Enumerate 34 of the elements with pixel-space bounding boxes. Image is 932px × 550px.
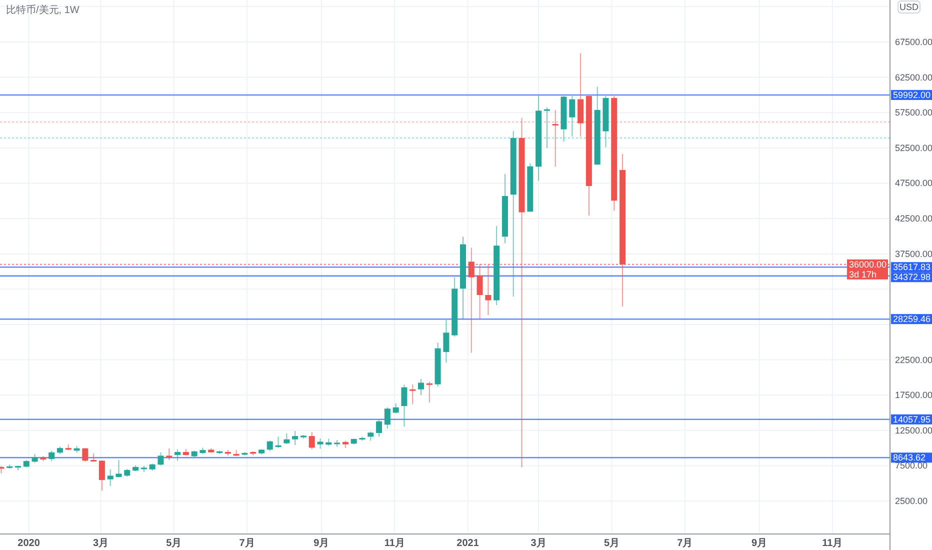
ref-line-label: 36000.00 <box>849 259 887 270</box>
x-tick-label: 11月 <box>384 538 405 549</box>
y-tick-label: 67500.00 <box>895 36 932 47</box>
y-tick-label: 7500.00 <box>895 460 928 471</box>
y-tick-label: 52500.00 <box>895 142 932 153</box>
x-tick-label: 3月 <box>530 538 546 549</box>
annotation: 3d 17h <box>849 269 877 280</box>
x-tick-label: 11月 <box>822 538 843 549</box>
y-tick-label: 12500.00 <box>895 425 932 436</box>
x-tick-label: 3月 <box>92 538 109 549</box>
x-tick-label: 2020 <box>18 538 40 549</box>
text: 比特币/美元, 1W <box>6 4 80 16</box>
ref-line-label: 8643.62 <box>893 452 926 463</box>
y-tick-label: 22500.00 <box>895 354 932 365</box>
ref-line-label: 28259.46 <box>893 314 931 324</box>
x-tick-label: 9月 <box>751 538 768 549</box>
ref-line-label: 35617.83 <box>893 262 931 272</box>
y-tick-label: 62500.00 <box>895 72 932 82</box>
y-tick-label: 2500.00 <box>895 496 928 506</box>
y-tick-label: 17500.00 <box>895 390 932 400</box>
x-tick-label: 9月 <box>314 538 330 549</box>
y-tick-label: 42500.00 <box>895 214 932 224</box>
y-tick-label: 47500.00 <box>895 178 932 188</box>
ref-line-label: 34372.98 <box>893 272 931 282</box>
x-tick-label: 5月 <box>166 538 182 549</box>
x-tick-label: 7月 <box>239 538 255 549</box>
x-tick-label: 7月 <box>677 538 693 549</box>
y-tick-label: 37500.00 <box>895 248 932 259</box>
y-tick-label: 57500.00 <box>895 108 932 118</box>
ref-line-label: 14057.95 <box>893 414 931 424</box>
ref-line-label: 59992.00 <box>893 90 931 100</box>
text: USD <box>899 2 919 12</box>
x-tick-label: 5月 <box>604 538 620 549</box>
x-tick-label: 2021 <box>456 538 480 549</box>
